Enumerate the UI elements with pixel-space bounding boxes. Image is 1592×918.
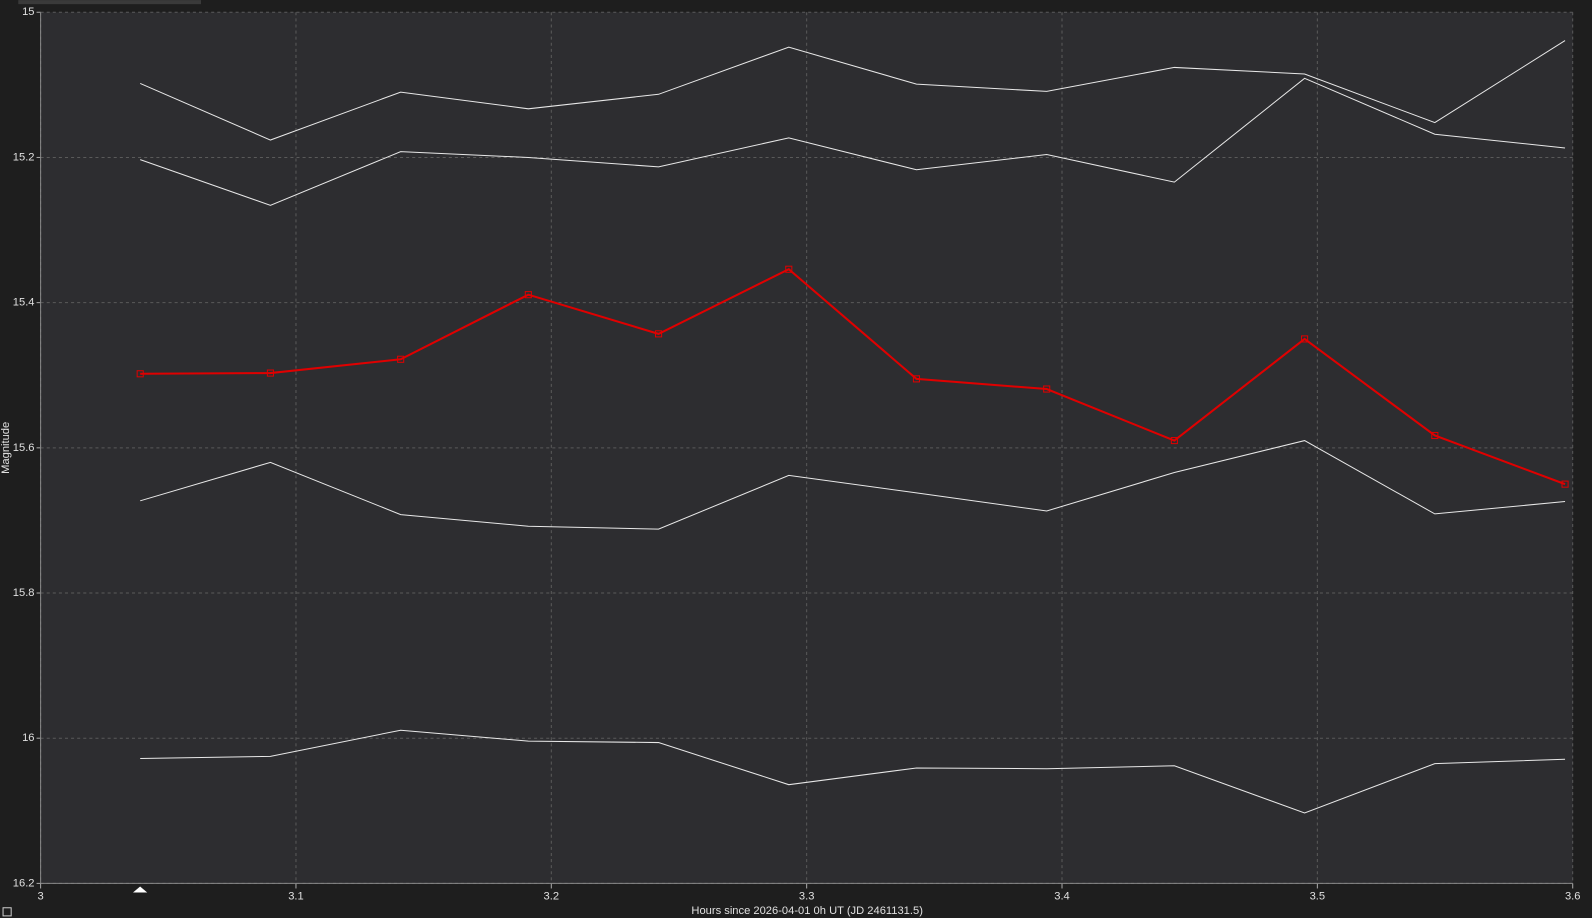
data-point (1561, 480, 1569, 488)
y-tick-label: 15 (22, 6, 34, 18)
x-axis-label: Hours since 2026-04-01 0h UT (JD 2461131… (691, 905, 923, 917)
x-tick-label: 3.3 (799, 891, 815, 903)
series-line (140, 77, 1566, 206)
y-tick-label: 15.8 (13, 587, 35, 599)
x-tick-label: 3.6 (1565, 891, 1581, 903)
series-line (139, 40, 1566, 141)
data-point (1431, 431, 1439, 440)
data-point (524, 291, 532, 299)
data-point (397, 355, 405, 363)
series-line (140, 729, 1566, 814)
data-point (136, 370, 144, 378)
data-point (1301, 335, 1309, 343)
tab-fragment (18, 0, 202, 5)
x-tick-label: 3.1 (288, 891, 304, 903)
x-tick-label: 3.5 (1310, 891, 1326, 903)
cursor-marker (133, 886, 148, 893)
data-point (1043, 385, 1051, 393)
corner-icon[interactable] (2, 907, 12, 917)
y-tick-label: 16 (22, 732, 34, 744)
x-tick-label: 3.4 (1054, 891, 1070, 903)
series-line (140, 268, 1566, 486)
y-tick-label: 16.2 (13, 877, 35, 889)
series-line (140, 440, 1566, 530)
y-tick-label: 15.6 (13, 442, 35, 454)
y-tick-label: 15.4 (13, 297, 35, 309)
x-tick-label: 3.2 (544, 891, 560, 903)
y-axis-label: Magnitude (0, 422, 12, 474)
data-point (266, 369, 274, 377)
y-tick-label: 15.2 (13, 151, 35, 163)
x-tick-label: 3 (38, 891, 44, 903)
data-point (1170, 437, 1178, 445)
data-point (912, 375, 921, 383)
data-point (655, 330, 663, 338)
data-point (785, 265, 793, 273)
